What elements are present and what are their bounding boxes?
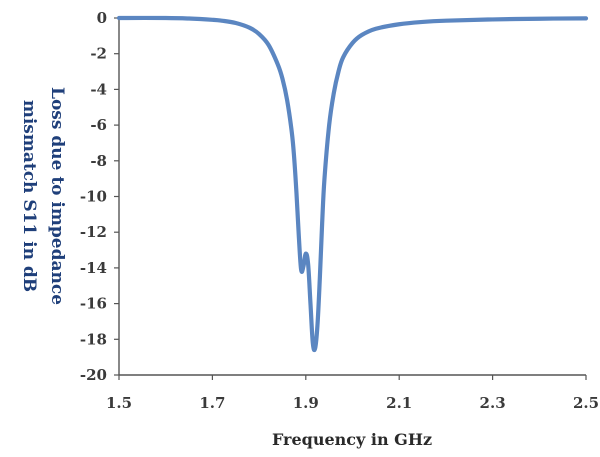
series-group bbox=[116, 15, 589, 353]
y-tick-label: 0 bbox=[97, 9, 107, 27]
x-tick-label: 1.5 bbox=[106, 394, 132, 412]
x-axis-title: Frequency in GHz bbox=[272, 430, 432, 449]
x-axis-ticks: 1.5 1.7 1.9 2.1 2.3 2.5 bbox=[106, 375, 599, 412]
y-tick-label: -6 bbox=[90, 116, 107, 134]
y-tick-label: -4 bbox=[90, 80, 107, 98]
x-tick-label: 1.7 bbox=[199, 394, 225, 412]
y-tick-label: -10 bbox=[80, 188, 107, 206]
x-tick-label: 2.3 bbox=[480, 394, 506, 412]
s11-series-line bbox=[116, 15, 589, 353]
y-tick-label: -16 bbox=[80, 295, 107, 313]
y-axis-title-line-2: mismatch S11 in dB bbox=[19, 100, 39, 292]
y-tick-label: -8 bbox=[90, 152, 107, 170]
y-axis-title-line-1: Loss due to impedance bbox=[47, 87, 67, 305]
y-axis-ticks: 0 -2 -4 -6 -8 -10 -12 -14 -16 -18 -20 bbox=[80, 9, 119, 384]
y-tick-label: -2 bbox=[90, 45, 107, 63]
x-tick-label: 1.9 bbox=[293, 394, 319, 412]
y-axis-title: Loss due to impedance mismatch S11 in dB bbox=[19, 87, 67, 305]
y-tick-label: -18 bbox=[80, 330, 107, 348]
y-tick-label: -14 bbox=[80, 259, 107, 277]
y-tick-label: -20 bbox=[80, 366, 107, 384]
x-tick-label: 2.5 bbox=[573, 394, 599, 412]
y-tick-label: -12 bbox=[80, 223, 107, 241]
x-tick-label: 2.1 bbox=[386, 394, 412, 412]
